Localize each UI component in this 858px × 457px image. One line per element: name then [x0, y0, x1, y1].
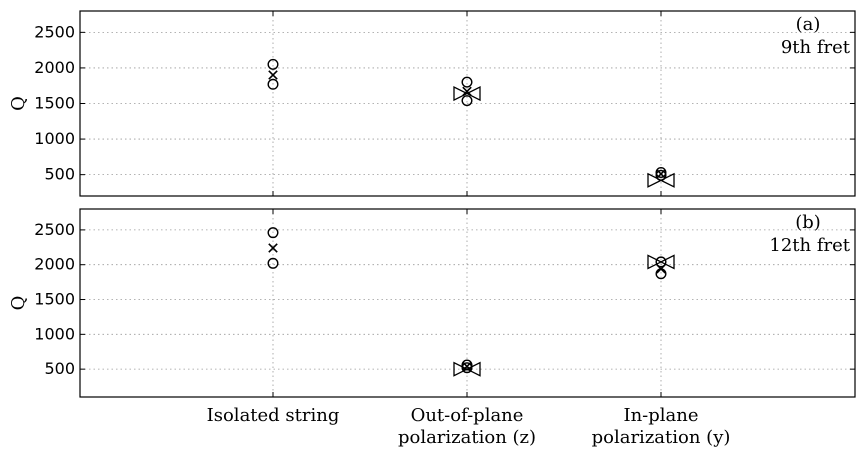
x-marker — [656, 264, 666, 274]
circle-marker — [267, 257, 279, 269]
panel-note: 12th fret — [769, 235, 850, 256]
bowtie-marker — [453, 85, 481, 102]
x-marker — [268, 243, 278, 253]
y-tick-label: 2500 — [34, 22, 75, 41]
panel-label: (a) — [796, 14, 821, 35]
circle-marker — [461, 95, 473, 107]
circle-marker — [267, 58, 279, 70]
circle-marker — [655, 167, 667, 179]
y-tick-label: 500 — [44, 359, 75, 378]
y-tick-label: 2000 — [34, 255, 75, 274]
panel-note: 9th fret — [781, 37, 851, 58]
circle-marker — [267, 78, 279, 90]
category-label: polarization (y) — [592, 427, 731, 448]
y-tick-label: 1000 — [34, 129, 75, 148]
circle-marker — [461, 362, 473, 374]
y-tick-label: 1500 — [34, 290, 75, 309]
y-tick-label: 2000 — [34, 58, 75, 77]
category-label: polarization (z) — [398, 427, 536, 448]
x-marker — [268, 70, 278, 80]
x-marker — [462, 361, 472, 372]
x-marker — [656, 169, 666, 179]
bowtie-marker — [647, 172, 675, 188]
category-label: In-plane — [623, 405, 698, 426]
y-tick-label: 1000 — [34, 324, 75, 343]
y-tick-label: 1500 — [34, 94, 75, 113]
circle-marker — [655, 256, 667, 268]
bowtie-marker — [453, 361, 481, 377]
circle-marker — [461, 76, 473, 88]
bowtie-marker — [647, 254, 675, 270]
y-axis-label: Q — [8, 96, 29, 111]
category-label: Isolated string — [207, 405, 340, 426]
x-marker — [462, 86, 472, 97]
category-label: Out-of-plane — [411, 405, 524, 426]
panel-b: 500 1000 1500 2000 2500 Q (b)12th fret Isolated… — [8, 208, 856, 448]
y-axis-label: Q — [8, 296, 29, 311]
panel-a: 500 1000 1500 2000 2500 Q (a)9th fret — [8, 10, 856, 197]
circle-marker — [267, 227, 279, 239]
panel-label: (b) — [795, 212, 821, 233]
y-tick-label: 2500 — [34, 220, 75, 239]
y-tick-label: 500 — [44, 165, 75, 184]
